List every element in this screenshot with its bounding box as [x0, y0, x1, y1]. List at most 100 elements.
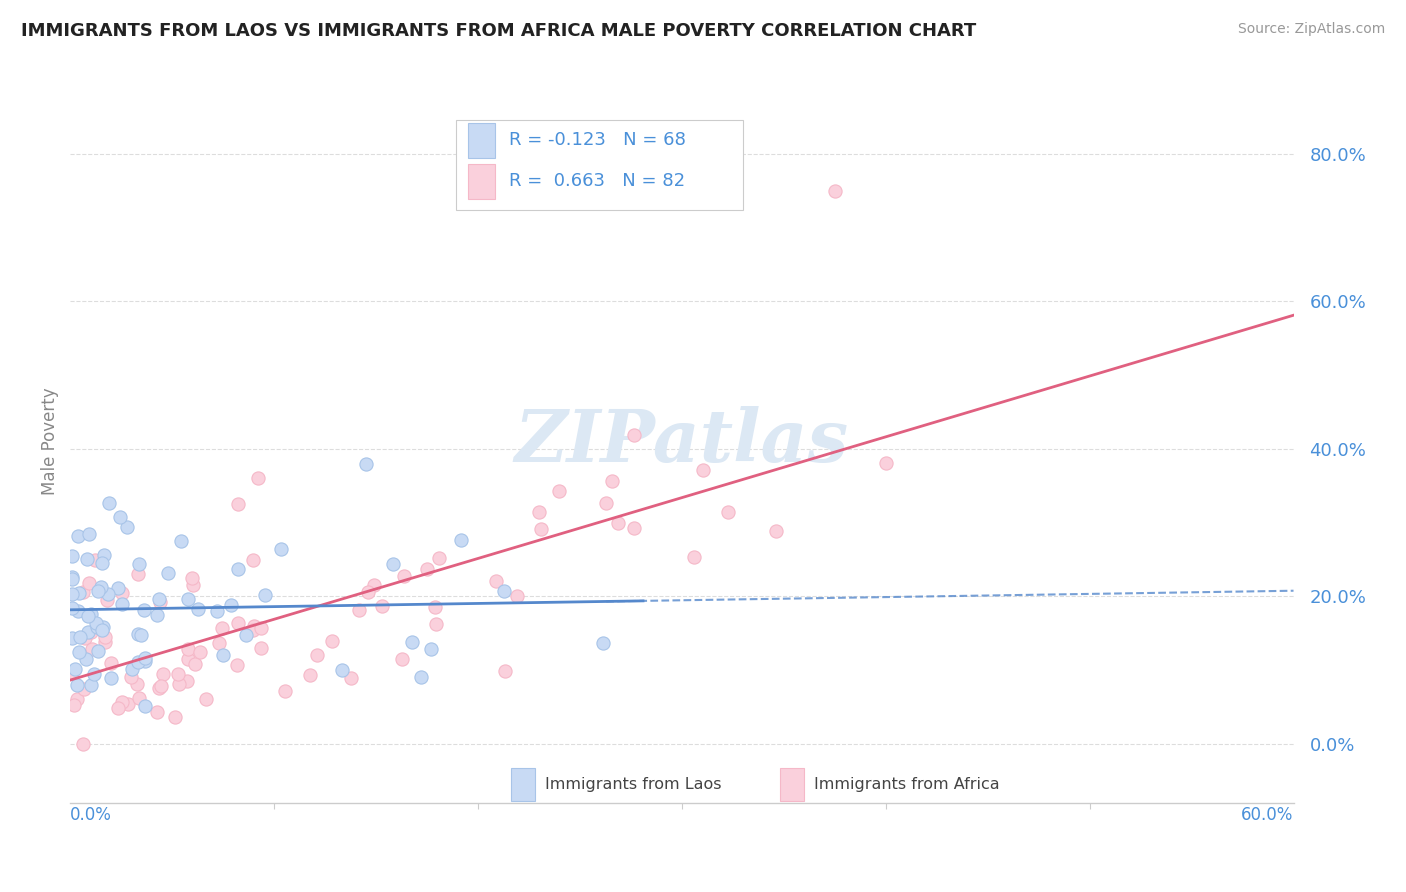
- Point: [339, 671, 361, 685]
- Point: [111, 586, 134, 600]
- Point: [65, 678, 87, 692]
- Point: [226, 562, 249, 576]
- Point: [184, 657, 207, 671]
- Point: [683, 549, 706, 564]
- Point: [107, 701, 129, 715]
- Point: [420, 641, 443, 656]
- Point: [592, 636, 614, 650]
- Point: [250, 621, 273, 635]
- Point: [60, 631, 83, 645]
- Point: [180, 570, 202, 584]
- Point: [110, 510, 132, 524]
- Point: [307, 648, 329, 662]
- Point: [120, 670, 142, 684]
- Point: [425, 600, 447, 615]
- Point: [127, 567, 149, 582]
- Point: [93, 548, 115, 562]
- Point: [62, 698, 84, 712]
- Point: [125, 677, 148, 691]
- Point: [243, 619, 266, 633]
- Point: [132, 603, 155, 617]
- Point: [98, 496, 121, 510]
- Text: Immigrants from Africa: Immigrants from Africa: [814, 777, 1000, 792]
- Point: [226, 498, 249, 512]
- Point: [181, 577, 204, 591]
- Point: [177, 591, 200, 606]
- Point: [595, 495, 617, 509]
- Point: [77, 576, 100, 591]
- Point: [148, 681, 170, 696]
- Point: [692, 462, 714, 476]
- Point: [87, 584, 110, 599]
- Point: [91, 623, 114, 637]
- Point: [94, 630, 117, 644]
- Point: [66, 691, 89, 706]
- Point: [86, 616, 108, 631]
- Point: [75, 631, 97, 645]
- Point: [111, 695, 134, 709]
- Point: [494, 664, 516, 678]
- Point: [187, 602, 209, 616]
- Text: IMMIGRANTS FROM LAOS VS IMMIGRANTS FROM AFRICA MALE POVERTY CORRELATION CHART: IMMIGRANTS FROM LAOS VS IMMIGRANTS FROM …: [21, 22, 976, 40]
- Point: [270, 542, 292, 557]
- Point: [100, 671, 122, 685]
- Point: [250, 640, 273, 655]
- Point: [623, 428, 645, 442]
- Point: [409, 670, 432, 684]
- Point: [195, 691, 218, 706]
- Point: [149, 594, 172, 608]
- Point: [67, 586, 90, 600]
- Point: [824, 184, 846, 198]
- Point: [66, 604, 89, 618]
- Point: [207, 604, 229, 618]
- Point: [247, 471, 270, 485]
- Point: [330, 663, 353, 677]
- Point: [75, 652, 97, 666]
- Point: [167, 677, 190, 691]
- Point: [529, 505, 551, 519]
- Text: Immigrants from Laos: Immigrants from Laos: [546, 777, 721, 792]
- Point: [492, 584, 515, 599]
- Point: [177, 652, 200, 666]
- Point: [67, 645, 90, 659]
- Point: [357, 585, 380, 599]
- Point: [235, 627, 257, 641]
- Point: [606, 516, 628, 531]
- Point: [152, 667, 174, 681]
- Point: [274, 684, 297, 698]
- Point: [134, 698, 156, 713]
- Point: [354, 457, 377, 471]
- Point: [86, 620, 108, 634]
- Point: [111, 597, 134, 611]
- Point: [242, 553, 264, 567]
- Point: [169, 533, 191, 548]
- Point: [211, 621, 233, 635]
- Point: [69, 630, 91, 644]
- Point: [717, 505, 740, 519]
- Point: [76, 552, 98, 566]
- Point: [208, 635, 231, 649]
- Point: [87, 644, 110, 658]
- Point: [530, 522, 553, 536]
- Point: [72, 737, 94, 751]
- Point: [129, 628, 152, 642]
- Point: [600, 474, 623, 488]
- Point: [77, 609, 100, 624]
- Text: 60.0%: 60.0%: [1241, 806, 1294, 824]
- Point: [253, 589, 276, 603]
- Text: 0.0%: 0.0%: [70, 806, 112, 824]
- Point: [425, 616, 447, 631]
- Point: [90, 580, 112, 594]
- Point: [79, 678, 101, 692]
- Point: [149, 679, 172, 693]
- Point: [72, 585, 94, 599]
- Point: [391, 652, 413, 666]
- Point: [401, 634, 423, 648]
- Point: [60, 570, 83, 584]
- Point: [134, 651, 156, 665]
- Point: [416, 561, 439, 575]
- Text: Source: ZipAtlas.com: Source: ZipAtlas.com: [1237, 22, 1385, 37]
- Point: [77, 526, 100, 541]
- Point: [121, 662, 143, 676]
- Point: [96, 593, 118, 607]
